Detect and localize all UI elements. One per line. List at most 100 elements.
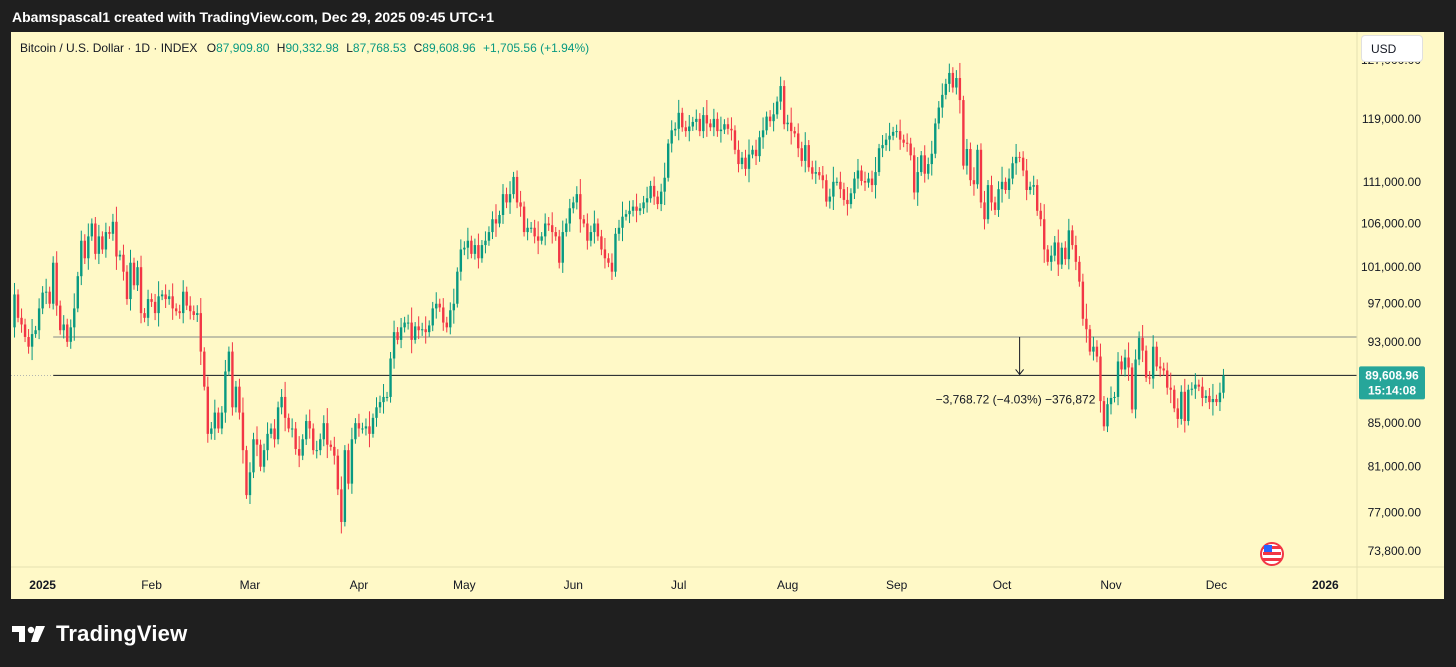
candle-body (1222, 375, 1225, 393)
candle-body (305, 421, 308, 440)
candle-body (993, 202, 997, 210)
candle-body (484, 240, 487, 246)
candle-body (716, 118, 719, 132)
measure-label: −3,768.72 (−4.03%) −376,872 (936, 392, 1096, 406)
candle-body (326, 423, 329, 445)
candle-body (737, 149, 740, 165)
candle-body (582, 219, 586, 224)
candle-body (825, 180, 828, 202)
brand-name: TradingView (56, 621, 188, 646)
candle-body (533, 227, 536, 237)
candle-body (944, 83, 948, 95)
candle-body (659, 191, 663, 205)
high-value: 90,332.98 (285, 41, 339, 55)
candle-body (814, 172, 817, 174)
candle-body (688, 126, 691, 132)
candle-body (586, 223, 589, 241)
symbol-title: Bitcoin / U.S. Dollar · 1D · INDEX (20, 41, 198, 55)
candle-body (621, 216, 624, 228)
candle-body (747, 154, 751, 169)
candle-body (340, 489, 343, 522)
candle-body (775, 101, 779, 115)
candle-body (312, 428, 315, 451)
economic-event-icon[interactable] (1260, 542, 1284, 566)
candle-body (1204, 395, 1208, 398)
candle-body (297, 449, 301, 456)
candle-body (115, 221, 118, 257)
candle-body (164, 294, 167, 300)
candle-body (730, 128, 733, 131)
candle-body (649, 185, 652, 199)
candle-body (543, 223, 547, 237)
candle-body (902, 139, 905, 143)
candle-body (786, 122, 789, 125)
candle-body (976, 149, 979, 185)
candle-body (1081, 281, 1085, 319)
candle-body (143, 313, 146, 318)
candle-body (874, 172, 877, 186)
candle-body (536, 236, 540, 241)
y-tick-label: 101,000.00 (1361, 260, 1421, 274)
candle-body (596, 223, 600, 237)
candle-body (192, 311, 195, 315)
candle-body (445, 322, 448, 328)
candle-body (965, 149, 969, 166)
author-caption: Abamspascal1 created with TradingView.co… (12, 9, 495, 25)
candle-body (157, 296, 160, 314)
candle-body (863, 181, 867, 183)
candle-body (132, 262, 136, 286)
candle-body (642, 202, 645, 209)
candle-body (990, 185, 993, 203)
candle-body (832, 181, 835, 197)
candle-body (1130, 367, 1134, 410)
candle-body (94, 223, 97, 254)
candle-body (420, 329, 424, 331)
x-tick-label: Feb (141, 578, 162, 592)
candle-body (1039, 210, 1042, 220)
chart-frame[interactable]: −3,768.72 (−4.03%) −376,872 127,000.0011… (11, 32, 1444, 599)
measure-layer: −3,768.72 (−4.03%) −376,872 (936, 336, 1096, 406)
candle-body (614, 233, 617, 272)
candle-body (456, 271, 459, 304)
candle-body (681, 112, 684, 128)
candle-body (118, 254, 122, 257)
candle-body (217, 412, 220, 429)
candle-body (178, 311, 181, 314)
candle-body (1057, 242, 1060, 265)
candle-body (603, 249, 607, 259)
candle-body (389, 358, 392, 397)
candle-body (385, 396, 389, 398)
candle-body (1092, 346, 1095, 352)
y-tick-label: 85,000.00 (1368, 416, 1422, 430)
candle-body (677, 112, 680, 129)
candle-body (424, 329, 427, 333)
candle-body (108, 232, 111, 234)
candle-body (442, 307, 445, 323)
candle-body (220, 412, 224, 429)
currency-button[interactable]: USD (1361, 35, 1423, 62)
candle-body (392, 332, 396, 359)
candle-body (27, 336, 30, 347)
candle-body (241, 412, 245, 451)
x-tick-label: Jun (564, 578, 583, 592)
candle-body (371, 417, 375, 434)
candle-body (1014, 156, 1018, 164)
candle-body (55, 262, 58, 306)
candle-body (150, 299, 153, 302)
candle-body (593, 223, 596, 233)
candle-body (916, 172, 919, 193)
candle-body (652, 185, 656, 197)
candle-body (248, 472, 252, 496)
x-tick-label: Nov (1100, 578, 1121, 592)
candle-body (733, 130, 737, 150)
candle-body (846, 199, 849, 205)
candle-body (470, 240, 473, 254)
candle-body (1144, 350, 1148, 378)
candle-body (308, 421, 311, 429)
price-chart[interactable]: −3,768.72 (−4.03%) −376,872 127,000.0011… (11, 32, 1444, 599)
candle-body (449, 310, 452, 328)
candle-body (937, 107, 940, 124)
candle-body (174, 308, 178, 312)
candle-body (182, 291, 185, 314)
close-value: 89,608.96 (422, 41, 476, 55)
